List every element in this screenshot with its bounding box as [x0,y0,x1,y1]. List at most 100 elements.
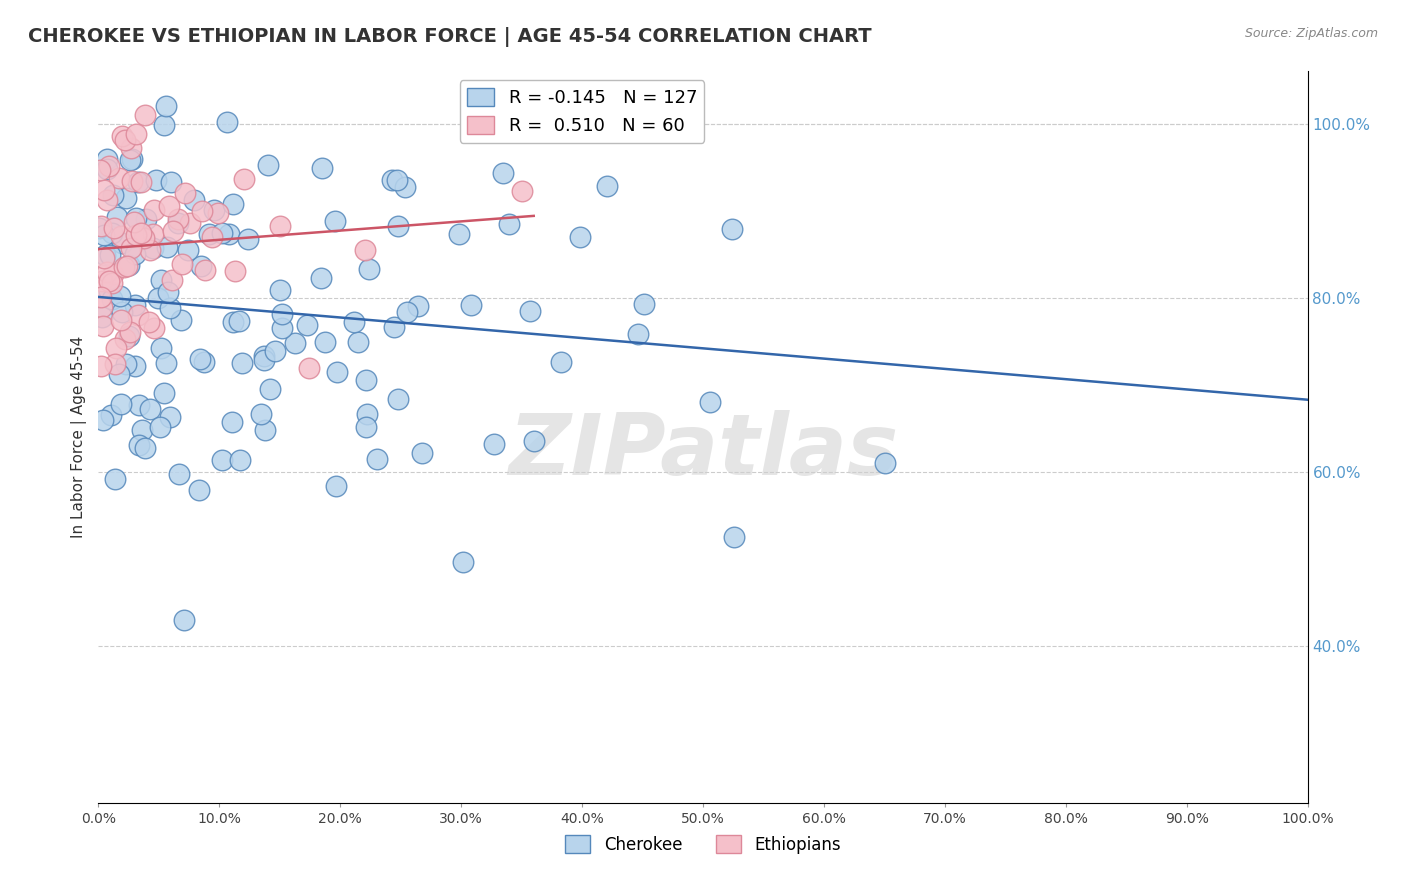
Point [236,232,259,246]
Point [366,452,388,467]
Point [90,359,112,373]
Point [104,472,127,486]
Point [382,320,405,334]
Point [143,321,166,335]
Point [498,217,520,231]
Point [98,285,121,299]
Point [596,179,619,194]
Point [699,395,721,409]
Point [194,262,217,277]
Point [449,227,471,241]
Point [142,227,165,241]
Point [110,312,132,326]
Point [100,409,122,423]
Point [91,310,114,325]
Point [125,211,148,226]
Point [150,273,173,287]
Point [190,260,212,274]
Point [139,402,162,417]
Point [167,467,190,482]
Point [120,241,142,255]
Point [484,437,506,451]
Point [94,248,117,262]
Point [228,314,250,328]
Point [108,171,131,186]
Point [156,285,179,300]
Point [193,355,215,369]
Point [492,166,515,180]
Point [298,360,321,375]
Point [354,373,377,387]
Point [221,415,243,429]
Point [110,397,132,411]
Point [381,173,404,187]
Point [145,173,167,187]
Point [96,193,118,207]
Point [873,456,896,470]
Point [128,398,150,412]
Point [188,483,211,497]
Point [231,356,253,370]
Point [170,256,193,270]
Point [633,296,655,310]
Point [110,228,132,243]
Point [115,191,138,205]
Point [129,226,152,240]
Text: ZIPatlas: ZIPatlas [508,410,898,493]
Point [125,127,148,141]
Point [257,158,280,172]
Point [155,99,177,113]
Point [229,453,252,467]
Point [217,115,239,129]
Point [131,423,153,437]
Point [496,99,519,113]
Point [202,203,225,218]
Point [121,174,143,188]
Point [173,186,195,201]
Point [254,423,277,437]
Point [132,231,155,245]
Point [155,355,177,369]
Point [135,211,157,226]
Point [127,308,149,322]
Point [153,118,176,132]
Point [101,267,124,281]
Point [128,438,150,452]
Point [173,613,195,627]
Point [387,172,409,186]
Point [90,300,112,314]
Point [93,228,115,243]
Point [325,479,347,493]
Point [124,359,146,373]
Point [198,227,221,241]
Point [97,159,120,173]
Point [211,453,233,467]
Point [387,392,409,406]
Y-axis label: In Labor Force | Age 45-54: In Labor Force | Age 45-54 [72,336,87,538]
Point [125,227,148,242]
Point [354,420,377,434]
Point [89,163,111,178]
Point [118,259,141,273]
Point [723,530,745,544]
Point [100,276,122,290]
Point [129,175,152,189]
Point [354,243,377,257]
Point [153,386,176,401]
Point [120,153,142,168]
Point [111,128,134,143]
Point [211,227,233,241]
Point [103,221,125,235]
Text: Source: ZipAtlas.com: Source: ZipAtlas.com [1244,27,1378,40]
Point [167,212,190,227]
Point [222,314,245,328]
Point [98,274,121,288]
Point [191,204,214,219]
Point [387,219,409,233]
Point [118,325,141,339]
Point [326,365,349,379]
Point [343,315,366,329]
Point [114,357,136,371]
Point [271,307,294,321]
Point [110,304,132,318]
